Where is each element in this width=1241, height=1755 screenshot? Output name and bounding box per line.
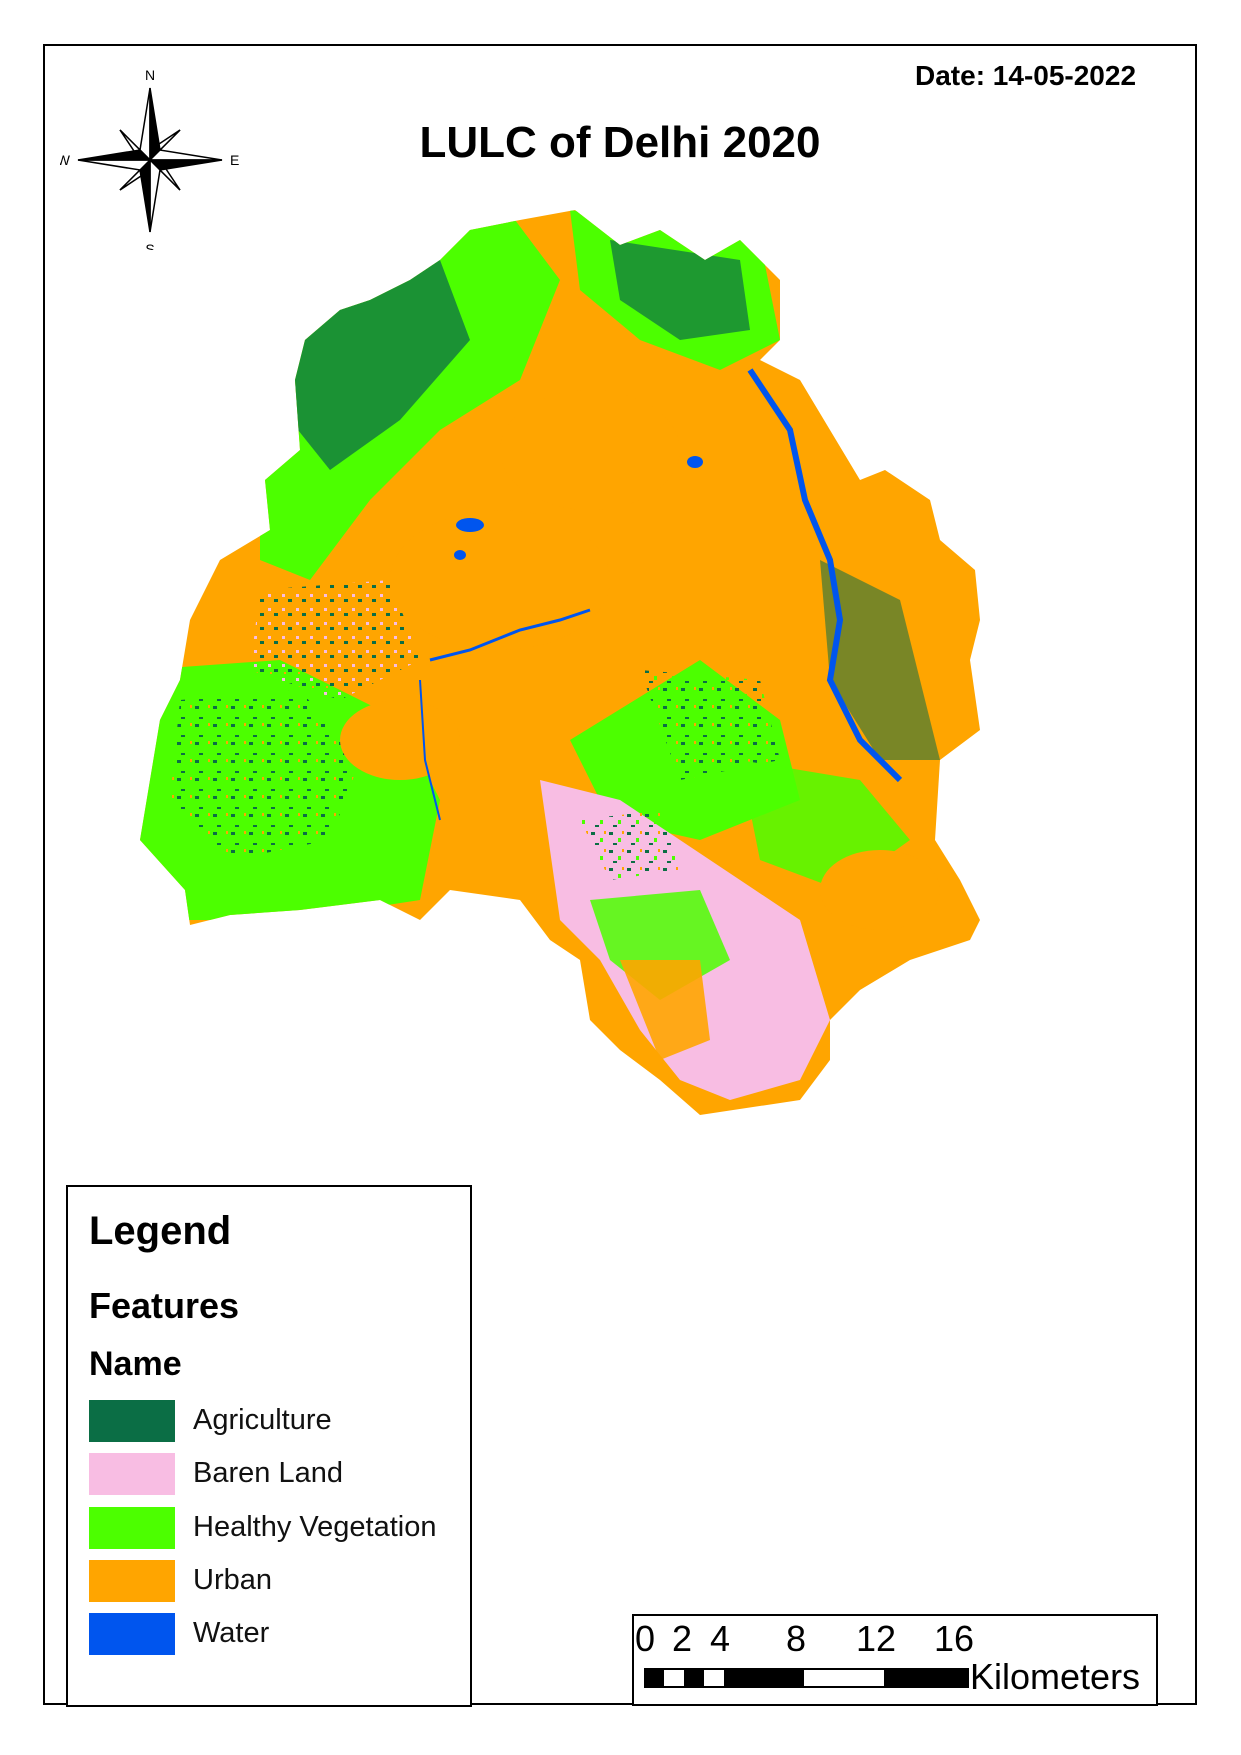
legend-item-agriculture: Agriculture — [89, 1400, 469, 1444]
compass-e: E — [230, 152, 239, 168]
scale-tick: 16 — [934, 1618, 975, 1659]
legend-item-urban: Urban — [89, 1560, 469, 1604]
scale-bar-graphic — [644, 1668, 969, 1688]
legend-heading: Legend — [89, 1209, 232, 1253]
compass-s: S — [145, 241, 154, 250]
north-arrow-icon: N S E W — [60, 70, 239, 250]
scale-tick: 2 — [672, 1618, 693, 1659]
legend-label: Healthy Vegetation — [193, 1511, 437, 1543]
legend-label: Urban — [193, 1564, 272, 1596]
legend-item-water: Water — [89, 1613, 469, 1657]
legend-item-baren-land: Baren Land — [89, 1453, 469, 1497]
map-frame — [43, 44, 1197, 1705]
legend-box: Legend Features Name Agriculture Baren L… — [66, 1185, 472, 1707]
legend-label: Agriculture — [193, 1404, 332, 1436]
delhi-region — [140, 210, 980, 1115]
map-title: LULC of Delhi 2020 — [419, 118, 821, 167]
compass-rose — [77, 87, 223, 233]
legend-swatch-baren-land — [89, 1453, 175, 1495]
legend-swatch-urban — [89, 1560, 175, 1602]
scale-tick: 4 — [710, 1618, 731, 1659]
legend-label: Baren Land — [193, 1457, 343, 1489]
compass-n: N — [145, 70, 155, 83]
scale-bar: 0 2 4 8 12 16 Kilometers — [632, 1614, 1158, 1706]
legend-field-name: Name — [89, 1345, 182, 1383]
map-date: Date: 14-05-2022 — [915, 60, 1137, 91]
compass-w: W — [60, 152, 71, 168]
legend-layer-name: Features — [89, 1285, 240, 1326]
scale-tick: 0 — [635, 1618, 656, 1659]
legend-swatch-water — [89, 1613, 175, 1655]
legend-label: Water — [193, 1617, 270, 1649]
scale-units: Kilometers — [970, 1656, 1141, 1697]
lulc-map — [140, 210, 980, 1115]
scale-tick: 8 — [786, 1618, 807, 1659]
legend-swatch-agriculture — [89, 1400, 175, 1442]
legend-item-healthy-vegetation: Healthy Vegetation — [89, 1507, 469, 1551]
scale-tick: 12 — [856, 1618, 897, 1659]
legend-swatch-healthy-vegetation — [89, 1507, 175, 1549]
